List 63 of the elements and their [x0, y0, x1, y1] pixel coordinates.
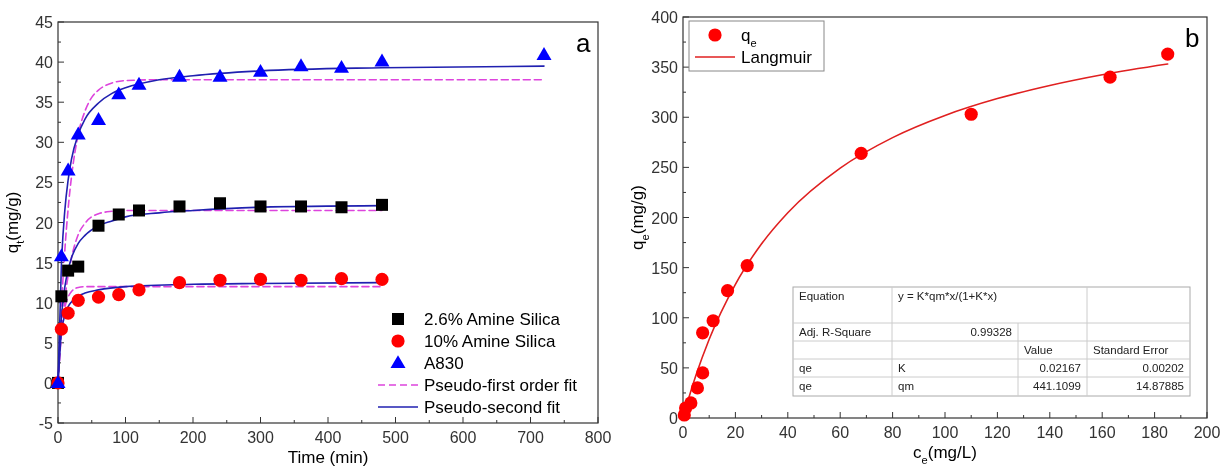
x-tick-label: 160: [1088, 424, 1116, 441]
y-tick-label: 10: [35, 294, 54, 312]
y-tick-label: 300: [651, 109, 679, 127]
legend-label: A830: [424, 354, 464, 373]
y-tick-label: 200: [651, 209, 679, 227]
x-tick-label: 400: [314, 429, 342, 446]
x-tick-label: 500: [382, 429, 409, 446]
x-tick-label: 600: [449, 429, 477, 446]
y-tick-label: 400: [651, 9, 679, 26]
y-tick-label: 35: [35, 94, 54, 112]
annotation: Adj. R-Square: [799, 326, 872, 338]
x-tick-label: 100: [112, 429, 139, 446]
legend-label: 10% Amine Silica: [424, 332, 556, 351]
annotation: qe: [799, 380, 812, 392]
y-tick-label: 15: [35, 254, 54, 272]
x-tick-label: 700: [517, 429, 544, 446]
x-tick-label: 300: [247, 429, 274, 446]
annotation: Value: [1024, 344, 1053, 356]
annotation: 441.1099: [1033, 380, 1081, 392]
annotation: Equation: [799, 290, 845, 302]
legend-label: q$_{e}$: [741, 26, 757, 49]
x-tick-label: 200: [1193, 424, 1221, 441]
y-tick-label: 250: [651, 159, 679, 177]
legend-label: Pseudo-first order fit: [424, 376, 578, 395]
x-axis-title: Time (min): [287, 448, 369, 467]
annotation: qe: [799, 362, 812, 374]
y-tick-label: 40: [35, 54, 54, 72]
y-tick-label: 30: [35, 134, 54, 152]
annotation: 0.02167: [1039, 362, 1081, 374]
y-tick-label: 0: [44, 374, 54, 392]
annotation: K: [898, 362, 906, 374]
x-tick-label: 180: [1141, 424, 1169, 441]
y-tick-label: 50: [660, 359, 679, 377]
y-tick-label: 150: [651, 259, 679, 277]
x-tick-label: 140: [1036, 424, 1064, 441]
x-tick-label: 20: [726, 424, 745, 441]
x-tick-label: 120: [984, 424, 1011, 441]
x-tick-label: 100: [931, 424, 959, 441]
x-tick-label: 60: [831, 424, 850, 441]
x-axis-title: c$_{e}$(mg/L): [913, 443, 977, 466]
y-tick-label: 0: [669, 410, 679, 427]
y-tick-label: 350: [651, 59, 679, 77]
y-tick-label: 100: [651, 309, 679, 327]
y-tick-label: 25: [35, 174, 54, 192]
x-tick-label: 200: [179, 429, 207, 446]
y-tick-label: -5: [38, 415, 54, 432]
x-tick-label: 800: [584, 429, 612, 446]
annotation: y = K*qm*x/(1+K*x): [898, 290, 998, 302]
annotation: qm: [898, 380, 914, 392]
x-tick-label: 40: [778, 424, 797, 441]
legend-label: Pseudo-second fit: [424, 398, 561, 417]
legend-label: 2.6% Amine Silica: [424, 310, 561, 329]
annotation: 0.00202: [1142, 362, 1184, 374]
annotation: Standard Error: [1093, 344, 1169, 356]
x-tick-label: 80: [883, 424, 902, 441]
y-tick-label: 45: [35, 14, 54, 31]
annotation: b: [1185, 23, 1200, 53]
y-tick-label: 20: [35, 214, 54, 232]
y-tick-label: 5: [44, 334, 54, 352]
legend-label: Langmuir: [741, 48, 813, 67]
annotation: 14.87885: [1136, 380, 1184, 392]
annotation: a: [576, 28, 591, 58]
annotation: 0.99328: [970, 326, 1012, 338]
